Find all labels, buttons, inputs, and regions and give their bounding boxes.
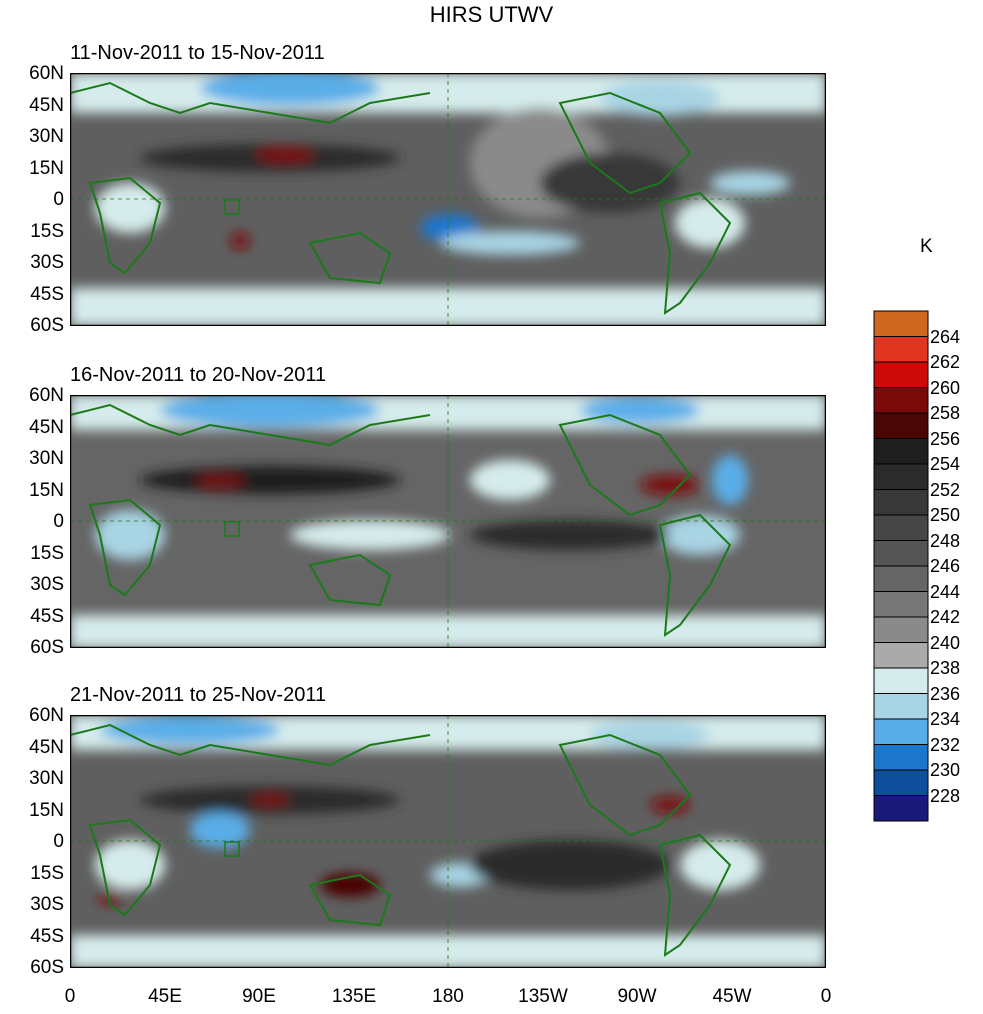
colorbar-label: 264 — [930, 326, 961, 347]
lat-label: 15N — [29, 158, 64, 179]
lon-label: 90E — [242, 986, 276, 1007]
lon-label: 45W — [712, 986, 752, 1007]
colorbar-swatch — [873, 565, 929, 592]
colorbar-swatch — [873, 693, 929, 720]
colorbar-swatch — [873, 361, 929, 388]
panel-2-title: 16-Nov-2011 to 20-Nov-2011 — [70, 364, 327, 386]
lat-label: 30S — [30, 574, 64, 595]
colorbar-swatch — [873, 744, 929, 771]
colorbar-label: 250 — [930, 505, 961, 525]
lon-label: 45E — [148, 986, 182, 1007]
lat-label: 15N — [29, 800, 64, 821]
lon-label: 135W — [518, 986, 568, 1007]
colorbar-label: 244 — [930, 581, 961, 602]
panel-3-map — [70, 715, 826, 968]
lat-label: 60S — [30, 637, 64, 658]
colorbar-label: 248 — [930, 530, 961, 551]
lat-label: 0 — [53, 831, 64, 852]
lon-label: 180 — [432, 986, 464, 1007]
colorbar-swatch — [873, 616, 929, 643]
lat-label: 45N — [29, 417, 64, 438]
lat-label: 45N — [29, 95, 64, 116]
panel-1-map — [70, 73, 826, 326]
colorbar-label: 236 — [930, 683, 961, 704]
lat-label: 45N — [29, 737, 64, 758]
colorbar-swatch — [873, 591, 929, 618]
colorbar-label: 242 — [930, 607, 961, 627]
colorbar-label: 260 — [930, 377, 961, 398]
lon-label: 90W — [617, 986, 657, 1007]
lat-label: 30S — [30, 894, 64, 915]
colorbar-swatch — [873, 540, 929, 567]
lon-label: 135E — [331, 986, 377, 1007]
colorbar-label: 234 — [930, 709, 961, 729]
colorbar-swatch — [873, 438, 929, 465]
lat-label: 30S — [30, 252, 64, 273]
lat-label: 30N — [29, 768, 64, 789]
colorbar-swatch — [873, 336, 929, 363]
panel-1-title: 11-Nov-2011 to 15-Nov-2011 — [70, 42, 325, 64]
lon-label: 0 — [64, 986, 76, 1007]
colorbar-swatch — [873, 795, 929, 822]
lat-label: 60N — [29, 385, 64, 406]
colorbar-swatch — [873, 412, 929, 439]
lat-label: 30N — [29, 126, 64, 147]
figure-title: HIRS UTWV — [429, 2, 554, 27]
colorbar-swatch — [873, 667, 929, 694]
colorbar-label: 232 — [930, 734, 961, 755]
colorbar-label: 258 — [930, 403, 961, 423]
colorbar-label: 252 — [930, 479, 961, 500]
lat-label: 60S — [30, 315, 64, 336]
colorbar-swatch — [873, 642, 929, 669]
lat-label: 0 — [53, 511, 64, 532]
lat-label: 0 — [53, 189, 64, 210]
lat-label: 45S — [30, 926, 64, 947]
lat-label: 15S — [30, 543, 64, 564]
colorbar-label: 256 — [930, 428, 961, 449]
lon-label: 0 — [820, 986, 832, 1007]
lat-label: 45S — [30, 606, 64, 627]
colorbar — [873, 310, 931, 822]
lat-label: 15S — [30, 863, 64, 884]
colorbar-label: 262 — [930, 352, 961, 372]
colorbar-label: 228 — [930, 785, 961, 806]
lat-label: 45S — [30, 284, 64, 305]
colorbar-label: 254 — [930, 454, 961, 474]
colorbar-swatch — [873, 489, 929, 516]
colorbar-swatch — [873, 769, 929, 796]
lat-label: 30N — [29, 448, 64, 469]
colorbar-label: 230 — [930, 760, 961, 780]
unit-label: K — [920, 236, 933, 257]
panel-3-title: 21-Nov-2011 to 25-Nov-2011 — [70, 684, 327, 706]
colorbar-swatch — [873, 514, 929, 541]
lat-label: 15S — [30, 221, 64, 242]
lat-label: 60N — [29, 705, 64, 726]
lat-label: 60S — [30, 957, 64, 978]
panel-2-map — [70, 395, 826, 648]
colorbar-swatch — [873, 310, 929, 337]
colorbar-label: 238 — [930, 658, 961, 678]
lat-label: 60N — [29, 63, 64, 84]
colorbar-swatch — [873, 463, 929, 490]
colorbar-label: 246 — [930, 556, 961, 576]
lat-label: 15N — [29, 480, 64, 501]
colorbar-swatch — [873, 718, 929, 745]
colorbar-label: 240 — [930, 632, 961, 653]
colorbar-swatch — [873, 387, 929, 414]
